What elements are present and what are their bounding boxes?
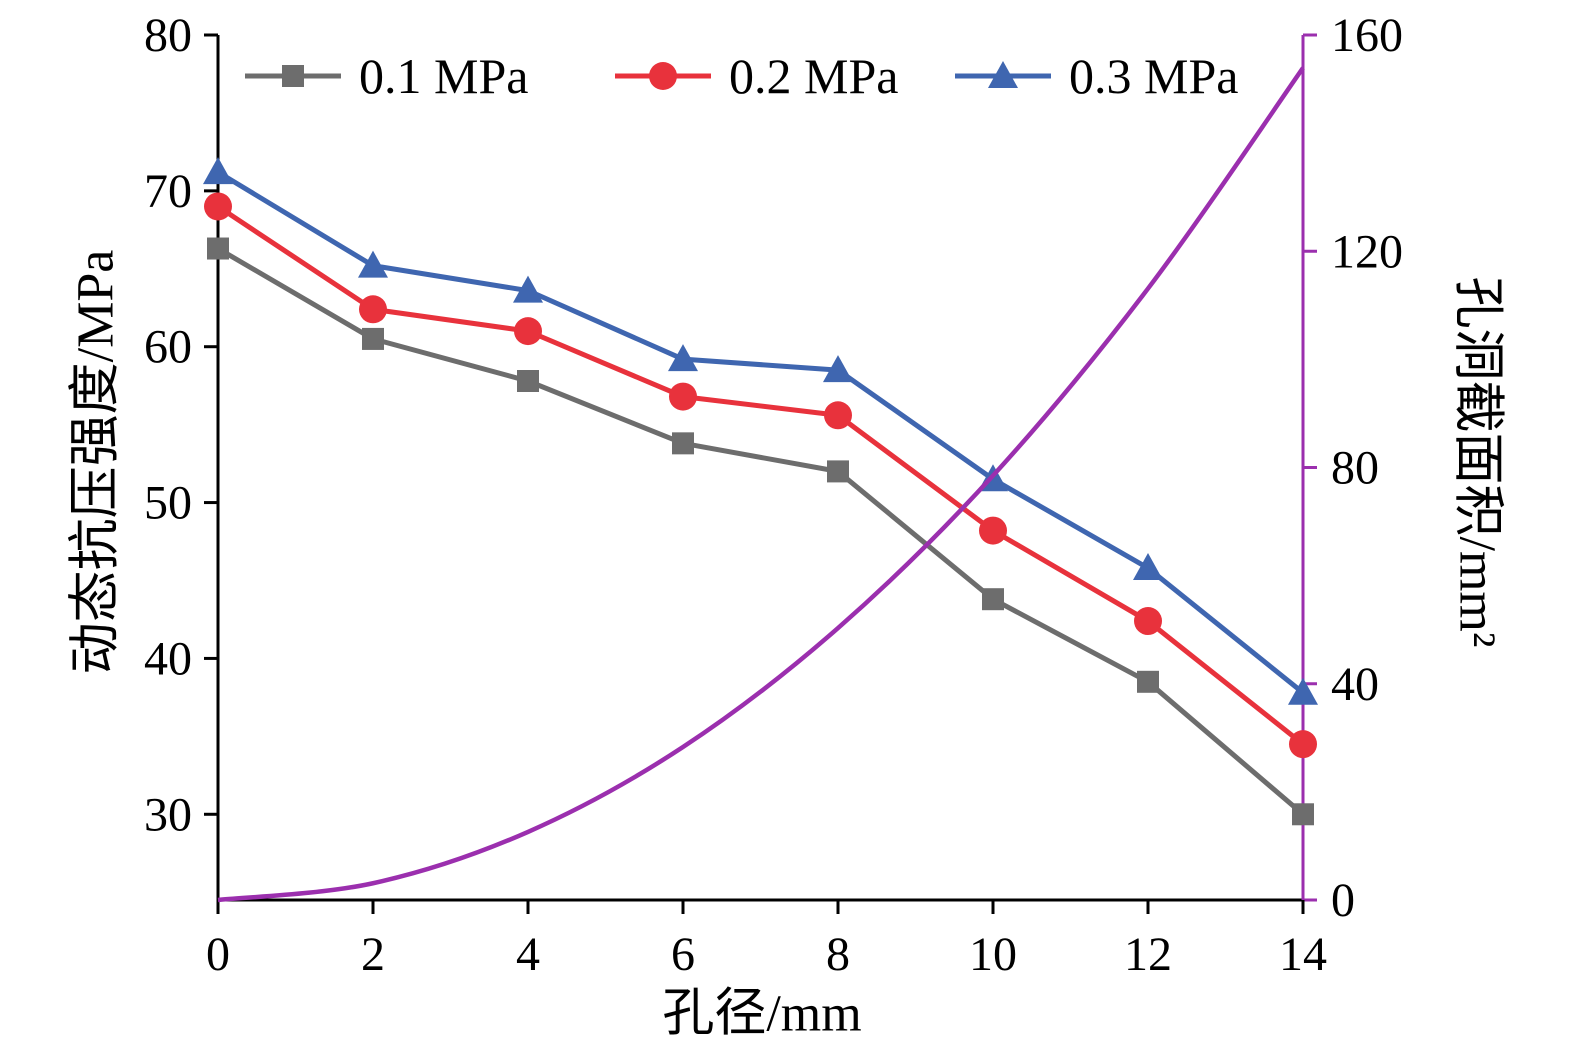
series-line-0.1 MPa bbox=[216, 246, 1305, 817]
x-tick-label: 8 bbox=[826, 928, 850, 981]
series-marker-0.1 MPa bbox=[982, 588, 1004, 611]
legend-label-0.2 MPa: 0.2 MPa bbox=[729, 48, 898, 104]
legend-marker-0.1 MPa bbox=[282, 65, 304, 87]
series-marker-0.2 MPa bbox=[514, 317, 542, 346]
series-marker-0.2 MPa bbox=[1289, 730, 1317, 759]
series-marker-0.1 MPa bbox=[1292, 803, 1314, 826]
right-tick-label: 40 bbox=[1331, 658, 1379, 711]
series-line-0.3 MPa bbox=[216, 170, 1305, 695]
legend-label-0.3 MPa: 0.3 MPa bbox=[1069, 48, 1238, 104]
series-marker-0.2 MPa bbox=[1134, 607, 1162, 636]
series-marker-0.2 MPa bbox=[669, 382, 697, 411]
series-marker-0.1 MPa bbox=[1137, 670, 1159, 693]
x-axis-title: 孔径/mm bbox=[662, 985, 862, 1043]
series-marker-0.2 MPa bbox=[979, 516, 1007, 545]
right-axis-title: 孔洞截面积/mm² bbox=[1448, 276, 1506, 648]
left-tick-label: 70 bbox=[144, 165, 192, 218]
series-marker-0.3 MPa bbox=[668, 344, 698, 372]
left-tick-label: 60 bbox=[144, 321, 192, 374]
series-marker-0.1 MPa bbox=[207, 237, 229, 260]
legend-marker-0.3 MPa bbox=[988, 61, 1018, 88]
left-axis-title: 动态抗压强度/MPa bbox=[67, 249, 125, 675]
left-tick-label: 80 bbox=[144, 9, 192, 62]
left-tick-label: 40 bbox=[144, 632, 192, 685]
series-marker-0.2 MPa bbox=[359, 295, 387, 324]
series-marker-0.3 MPa bbox=[823, 355, 853, 383]
series-marker-0.3 MPa bbox=[513, 275, 543, 303]
x-tick-label: 6 bbox=[671, 928, 695, 981]
series-marker-0.3 MPa bbox=[1133, 553, 1163, 581]
series-marker-0.1 MPa bbox=[362, 327, 384, 350]
x-tick-label: 10 bbox=[969, 928, 1017, 981]
left-tick-label: 30 bbox=[144, 788, 192, 841]
right-tick-label: 80 bbox=[1331, 442, 1379, 495]
right-tick-label: 160 bbox=[1331, 9, 1403, 62]
x-tick-label: 0 bbox=[206, 928, 230, 981]
legend-label-0.1 MPa: 0.1 MPa bbox=[359, 48, 528, 104]
series-line-0.2 MPa bbox=[216, 204, 1305, 747]
series-marker-0.3 MPa bbox=[358, 250, 388, 278]
series-marker-0.2 MPa bbox=[824, 401, 852, 430]
right-tick-label: 120 bbox=[1331, 225, 1403, 278]
series-marker-0.1 MPa bbox=[827, 460, 849, 483]
series-line-孔洞截面积 bbox=[217, 66, 1305, 903]
x-tick-label: 4 bbox=[516, 928, 540, 981]
series-marker-0.3 MPa bbox=[1288, 677, 1318, 705]
right-tick-label: 0 bbox=[1331, 874, 1355, 927]
x-tick-label: 12 bbox=[1124, 928, 1172, 981]
series-marker-0.1 MPa bbox=[517, 370, 539, 392]
x-tick-label: 2 bbox=[361, 928, 385, 981]
series-marker-0.1 MPa bbox=[672, 432, 694, 455]
left-tick-label: 50 bbox=[144, 477, 192, 530]
legend-marker-0.2 MPa bbox=[649, 62, 677, 90]
x-tick-label: 14 bbox=[1279, 928, 1327, 981]
series-marker-0.3 MPa bbox=[203, 157, 233, 185]
series-marker-0.2 MPa bbox=[204, 192, 232, 221]
